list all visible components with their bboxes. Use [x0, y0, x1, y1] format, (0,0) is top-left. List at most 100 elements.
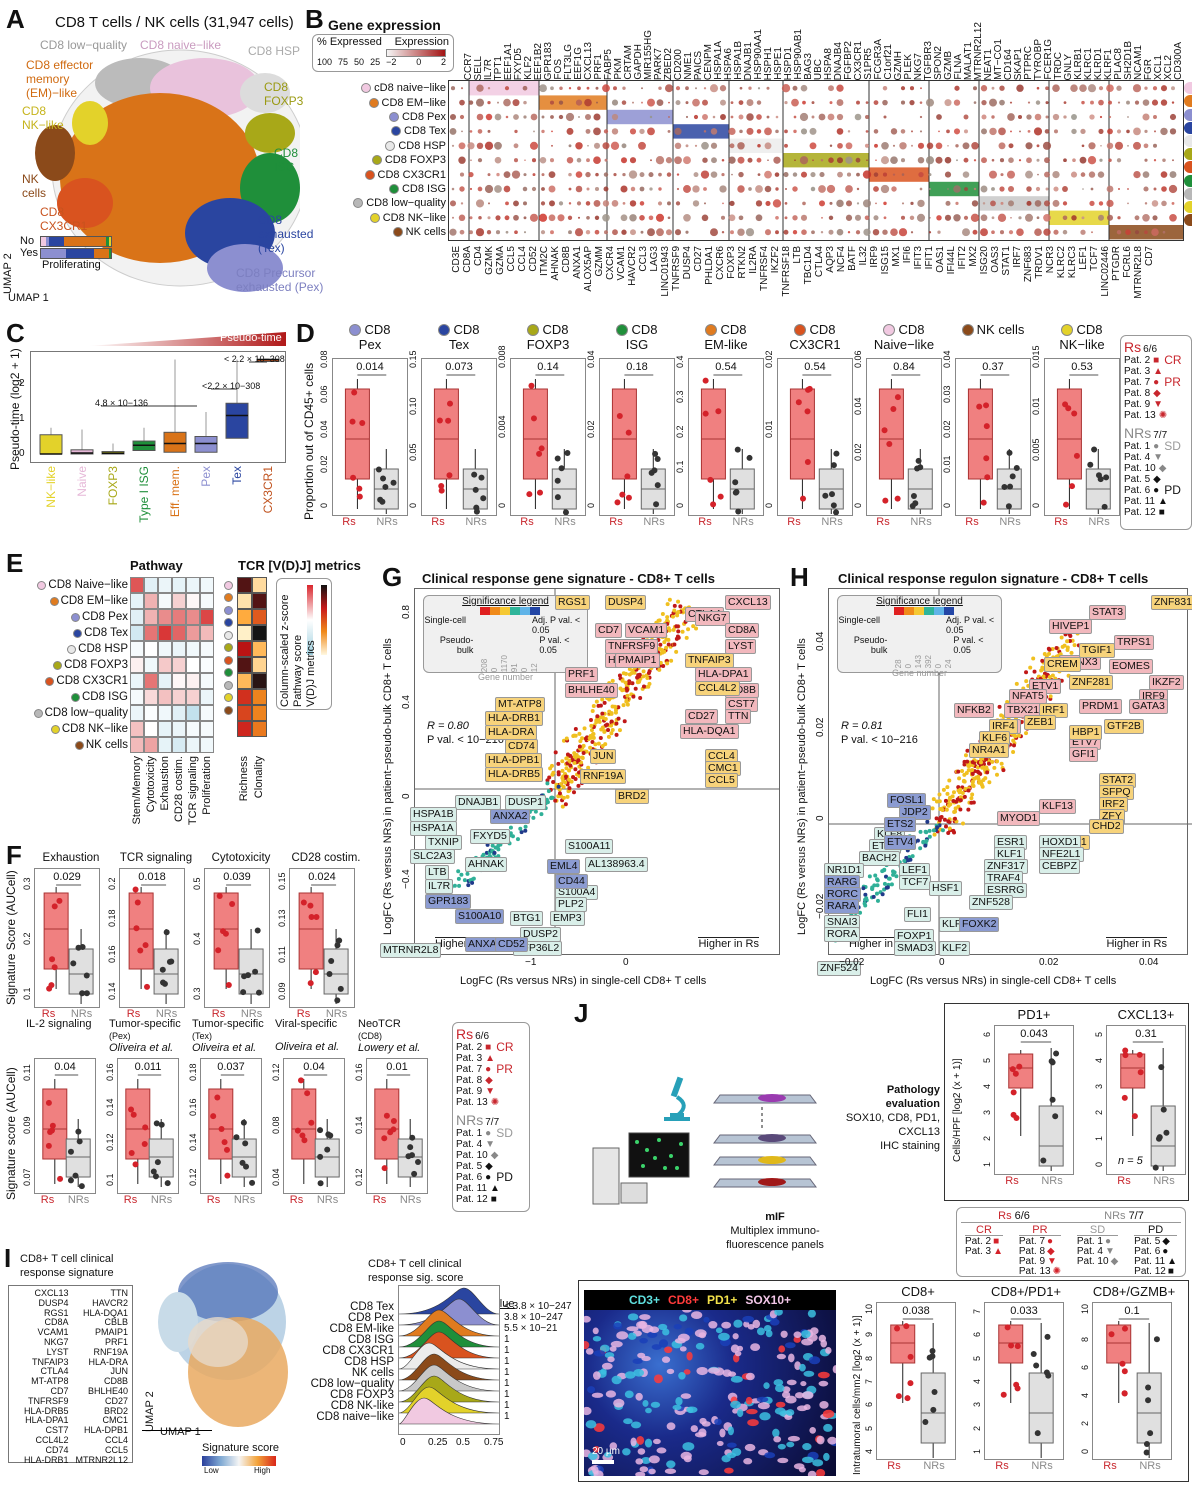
f-ytick: 0.1	[105, 1173, 115, 1186]
i-ridge-title-line2: response sig. score	[368, 1272, 464, 1284]
ridge-label: CD8 HSP	[344, 1356, 394, 1368]
sig-legend-swatches	[480, 607, 587, 615]
boxplot-area: 0.039	[204, 868, 270, 1008]
cluster-swatch-icon	[1184, 214, 1192, 227]
gene-tag: STAT3	[1089, 605, 1127, 620]
cluster-swatch-icon	[70, 692, 80, 702]
signature-gene: MTRNR2L12	[75, 1454, 128, 1465]
signature-gene: BHLHE40	[87, 1385, 128, 1396]
mif-ytick: 10	[1080, 1303, 1090, 1314]
f-title: Tumor-specific	[109, 1018, 181, 1030]
boxplot: 0.84 Rs NRs	[866, 358, 942, 528]
sig-color-swatch	[934, 607, 944, 615]
signature-gene: CD8B	[103, 1376, 128, 1387]
heatmap-cell	[186, 577, 200, 593]
c-category-label: Naive	[75, 466, 89, 497]
d-panel-title: CD8 CX3CR1	[777, 322, 853, 352]
d-panel-title: CD8 Naive−like	[866, 322, 942, 352]
c-pval-2: <2.2 × 10−308	[202, 381, 261, 391]
pathology-desc-2: CXCL13	[898, 1126, 940, 1138]
gene-label-top: FXYD5	[513, 47, 524, 80]
x-tick: −1	[525, 957, 537, 968]
j-patient: Pat. 2	[964, 1236, 992, 1247]
gene-tag: STAT2	[1099, 773, 1137, 788]
legend-shape-icon: ◆	[1153, 388, 1161, 399]
gene-label-top: CRTAM	[623, 45, 634, 80]
sig-color-swatch	[530, 607, 540, 615]
heatmap-cell	[186, 689, 200, 705]
heatmap-cell	[144, 689, 158, 705]
pathology-title-1: Pathology	[886, 1084, 940, 1096]
i-umap-y: UMAP 2	[144, 1391, 156, 1432]
d-ytick: 0.1	[675, 460, 685, 473]
gene-label-top: XCL2	[1163, 54, 1174, 80]
d-ytick: 0	[408, 502, 418, 508]
d-ytick: 0	[1031, 502, 1041, 508]
legend-patient: Pat. 12	[456, 1194, 488, 1205]
gene-label-top: FLT3LG	[563, 44, 574, 80]
panel-label-h: H	[790, 562, 809, 592]
gene-tag: DUSP4	[605, 595, 647, 610]
umap-x-axis: UMAP 1	[8, 292, 49, 304]
f-citation: Oliveira et al.	[275, 1041, 340, 1053]
f-ytick: 0.16	[354, 1063, 364, 1081]
cluster-swatch-icon	[388, 183, 399, 194]
mif-marker-legend: CD3+ CD8+ PD1+ SOX10+	[584, 1290, 836, 1310]
signature-gene: JUN	[110, 1366, 129, 1377]
legend-patient: Pat. 12	[1124, 507, 1156, 518]
gene-tag: ZEB1	[1024, 715, 1057, 730]
p-value: 0.033	[1010, 1305, 1038, 1317]
boxplot-area: 0.53	[1044, 358, 1120, 516]
umap-title: CD8 T cells / NK cells (31,947 cells)	[55, 14, 294, 31]
ridge-label: CD8 Pex	[347, 1312, 394, 1324]
gene-tag: RARG	[824, 875, 861, 890]
signature-gene: NKG7	[43, 1336, 69, 1347]
nrs-label: NRs	[399, 1194, 422, 1206]
ihc-ytick: 5	[1094, 1031, 1104, 1037]
d-panel-title: NK cells	[955, 322, 1031, 337]
tcr-cell	[252, 593, 267, 609]
heatmap-cell	[144, 577, 158, 593]
legend-nrs-header: NRs 7/7	[456, 1112, 526, 1128]
sig-count: 0	[934, 663, 943, 669]
gene-label-top: TGFBR3	[923, 40, 934, 80]
gene-label-bottom: STAT1	[1001, 246, 1012, 276]
label-foxp3-line1: CD8	[264, 80, 289, 94]
heatmap-cell	[200, 705, 214, 721]
y-tick: 0.02	[815, 717, 826, 737]
f-ytick: 0.15	[277, 872, 287, 890]
j-shape-icon: ▼	[1047, 1256, 1057, 1267]
gene-tag: SFPQ	[1099, 785, 1134, 800]
group-labels: Rs NRs	[777, 516, 853, 528]
e-row-label: CD8 FOXP3	[64, 659, 128, 671]
dotplot-row: CD8 CX3CR1	[330, 167, 446, 181]
heatmap-cell	[144, 641, 158, 657]
f-ytick: 0.3	[22, 877, 32, 890]
label-isg-line2: ISG	[274, 160, 295, 174]
gene-label-bottom: CD7	[1144, 246, 1155, 267]
d-ytick: 0.3	[675, 390, 685, 403]
heatmap-cell	[158, 593, 172, 609]
boxplot: 0.011 Rs NRs	[117, 1058, 179, 1206]
rs-label: Rs	[1117, 1175, 1131, 1187]
gene-label-top: KLRF1	[1103, 48, 1114, 80]
legend-nrs-header: NRs 7/7	[1124, 425, 1188, 441]
f-ytick: 0.1	[22, 987, 32, 1000]
label-pex-line2: exhausted (Pex)	[236, 280, 324, 294]
signature-umap	[148, 1252, 288, 1432]
j-legend-row: Pat. 3 ▲	[965, 1247, 1003, 1257]
ihc-plots: PD1+ 0.043 Rs NRs 1 2 3 4 5 6 CXCL13+ 0.31 Rs NRs n = …	[970, 1005, 1186, 1199]
heatmap-cell	[158, 625, 172, 641]
d-yticks: 0 0.01 0.02 0.03 0.04	[942, 350, 954, 516]
legend-group: SD	[1164, 439, 1181, 453]
signature-gene: VCAM1	[37, 1327, 69, 1338]
nrs-label: NRs	[376, 516, 398, 528]
j-patient: Pat. 13	[1018, 1266, 1051, 1277]
d-title-line1: CD8	[510, 322, 586, 337]
x-tick: 0.02	[1039, 957, 1059, 968]
heatmap-cell	[172, 625, 186, 641]
mif-marker: CD8+	[667, 1293, 699, 1307]
nrs-label: NRs	[325, 1008, 348, 1020]
ridge-label: CD8 Tex	[350, 1301, 394, 1313]
e-row-label: CD8 ISG	[81, 691, 128, 703]
